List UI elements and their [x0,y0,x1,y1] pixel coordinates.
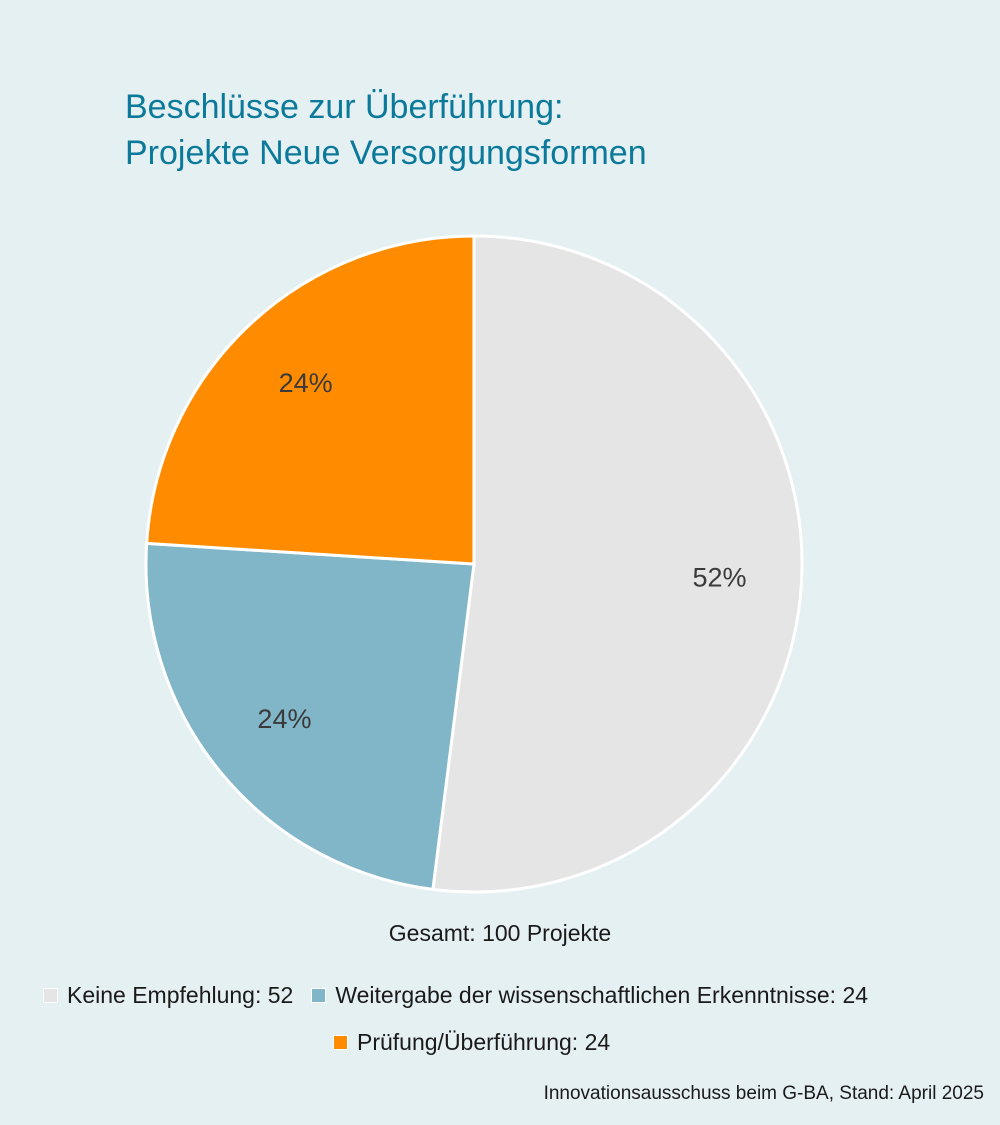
legend-item-pruefung: Prüfung/Überführung: 24 [333,1029,610,1056]
legend-item-weitergabe: Weitergabe der wissenschaftlichen Erkenn… [311,982,868,1009]
chart-title: Beschlüsse zur Überführung: [125,88,564,126]
total-label: Gesamt: 100 Projekte [388,920,612,946]
pie-label-keine-empfehlung: 52% [692,563,746,593]
pie-label-pruefung: 24% [279,368,333,398]
chart-title-block: Beschlüsse zur Überführung: Projekte Neu… [125,84,647,176]
legend-label-pruefung: Prüfung/Überführung: 24 [357,1029,611,1055]
legend-swatch-pruefung [333,1035,348,1050]
legend-label-keine-empfehlung: Keine Empfehlung: 52 [67,982,294,1008]
source-note: Innovationsausschuss beim G-BA, Stand: A… [543,1083,984,1104]
pie-slice-weitergabe [144,541,476,891]
pie-slice-pruefung [145,234,476,566]
legend-row-1: Keine Empfehlung: 52 Weitergabe der wiss… [43,982,868,1009]
legend-swatch-weitergabe [311,988,327,1003]
legend-row-2: Prüfung/Überführung: 24 [333,1029,610,1056]
chart-subtitle: Projekte Neue Versorgungsformen [125,134,647,172]
legend-swatch-keine-empfehlung [43,988,58,1003]
pie-slice-keine-empfehlung [431,234,804,894]
pie-label-weitergabe: 24% [257,704,311,734]
legend-label-weitergabe: Weitergabe der wissenschaftlichen Erkenn… [335,982,869,1008]
legend-item-keine-empfehlung: Keine Empfehlung: 52 [43,982,293,1009]
